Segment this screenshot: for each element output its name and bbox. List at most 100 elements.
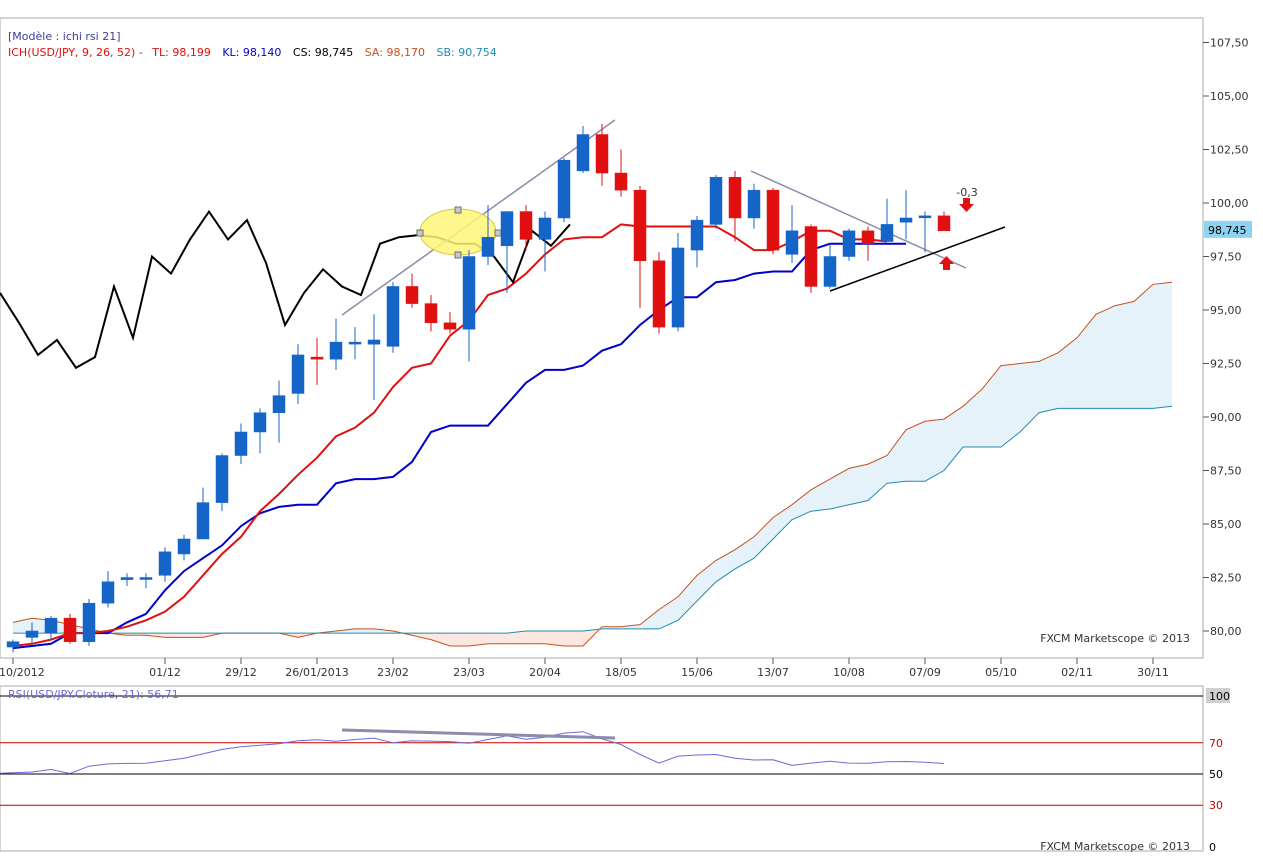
up-arrow-icon [939, 256, 954, 270]
kumo-segment [450, 633, 469, 646]
time-tick-label: 05/10 [985, 666, 1017, 679]
kumo-segment [1115, 301, 1134, 409]
price-tick-label: 100,00 [1210, 197, 1249, 210]
kumo-segment [754, 517, 773, 559]
kumo-segment [602, 626, 621, 629]
candle-body [747, 189, 761, 219]
rsi-panel [0, 685, 1204, 852]
candle-body [709, 177, 723, 225]
kumo-segment [336, 628, 355, 634]
kumo-segment [13, 618, 32, 634]
candle-body [215, 455, 229, 503]
kumo-segment [165, 633, 184, 638]
rsi-trend-line [341, 728, 616, 740]
time-tick-label: 01/12 [149, 666, 181, 679]
annotations: -0,3 [939, 186, 978, 270]
time-tick-label: 07/09 [909, 666, 941, 679]
candle-body [139, 577, 153, 580]
kumo-segment [374, 628, 393, 634]
candle-body [766, 189, 780, 251]
kumo-segment [792, 489, 811, 520]
tenkan-sen-line [12, 223, 888, 647]
kumo-segment [773, 504, 792, 539]
price-tick-label: 97,50 [1210, 251, 1242, 264]
kumo-segment [1058, 337, 1077, 409]
candle-body [595, 134, 609, 174]
time-tick-label: 13/07 [757, 666, 789, 679]
candle-body [291, 354, 305, 394]
kumo-segment [697, 560, 716, 602]
price-tick-label: 107,50 [1210, 37, 1249, 50]
time-tick-label: 29/12 [225, 666, 257, 679]
brand-watermark-price: FXCM Marketscope © 2013 [1040, 632, 1190, 645]
candle-body [785, 230, 799, 255]
price-tick-label: 82,50 [1210, 572, 1242, 585]
candle-body [538, 217, 552, 240]
time-tick-label: 26/01/2013 [285, 666, 348, 679]
price-tick-label: 90,00 [1210, 411, 1242, 424]
down-arrow-icon [959, 198, 974, 212]
selection-handle [416, 229, 424, 237]
senkou-span-b-line [13, 405, 1173, 634]
candle-body [462, 256, 476, 330]
kumo-cloud [12, 281, 1173, 647]
rsi-tick-label: 0 [1209, 841, 1216, 854]
candle-body [557, 159, 571, 219]
kumo-segment [849, 464, 868, 505]
kumo-segment [564, 631, 583, 646]
candle-body [918, 215, 932, 219]
time-tick-label: 30/11 [1137, 666, 1169, 679]
candle-body [386, 286, 400, 347]
kumo-segment [355, 628, 374, 634]
rsi-line [0, 731, 945, 775]
candle-body [177, 538, 191, 555]
candle-body [633, 189, 647, 262]
rsi-legend: RSI(USD/JPY.Cloture, 21): 56,71 [8, 688, 179, 701]
price-tick-label: 92,50 [1210, 358, 1242, 371]
selection-handle [454, 251, 462, 259]
rsi-tick-label: 30 [1209, 799, 1223, 812]
selection-handle [494, 229, 502, 237]
price-tick-label: 95,00 [1210, 304, 1242, 317]
rsi-indicator [0, 695, 1203, 806]
candles [6, 123, 951, 653]
kumo-segment [944, 406, 963, 471]
kumo-segment [621, 624, 640, 629]
chikou-value: CS: 98,745 [293, 46, 353, 59]
kumo-segment [963, 389, 982, 447]
price-tick-label: 105,00 [1210, 90, 1249, 103]
candle-body [519, 211, 533, 240]
kumo-segment [1039, 352, 1058, 413]
candle-body [234, 431, 248, 456]
kumo-segment [526, 631, 545, 644]
kumo-segment [431, 633, 450, 646]
kumo-segment [830, 468, 849, 510]
kumo-segment [887, 429, 906, 484]
candle-body [443, 322, 457, 330]
kumo-segment [640, 609, 659, 629]
candle-body [405, 286, 419, 304]
price-panel [0, 17, 1204, 659]
kumo-segment [146, 633, 165, 638]
time-tick-label: 06/10/2012 [0, 666, 45, 679]
model-label: [Modèle : ichi rsi 21] [8, 30, 121, 43]
kumo-segment [1153, 282, 1172, 409]
candle-body [424, 303, 438, 324]
price-tick-label: 85,00 [1210, 518, 1242, 531]
kijun-sen-line [12, 242, 906, 650]
support-trend-line [829, 226, 1006, 292]
price-tick-label: 87,50 [1210, 465, 1242, 478]
candle-body [728, 177, 742, 219]
candle-body [576, 134, 590, 172]
ich-prefix: ICH(USD/JPY, 9, 26, 52) - [8, 46, 143, 59]
time-tick-label: 20/04 [529, 666, 561, 679]
candle-body [82, 602, 96, 642]
candle-body [120, 577, 134, 580]
rsi-tick-label: 70 [1209, 737, 1223, 750]
candle-body [158, 551, 172, 576]
rsi-axis-tag [1206, 688, 1230, 703]
time-tick-label: 23/02 [377, 666, 409, 679]
candle-body [671, 247, 685, 328]
